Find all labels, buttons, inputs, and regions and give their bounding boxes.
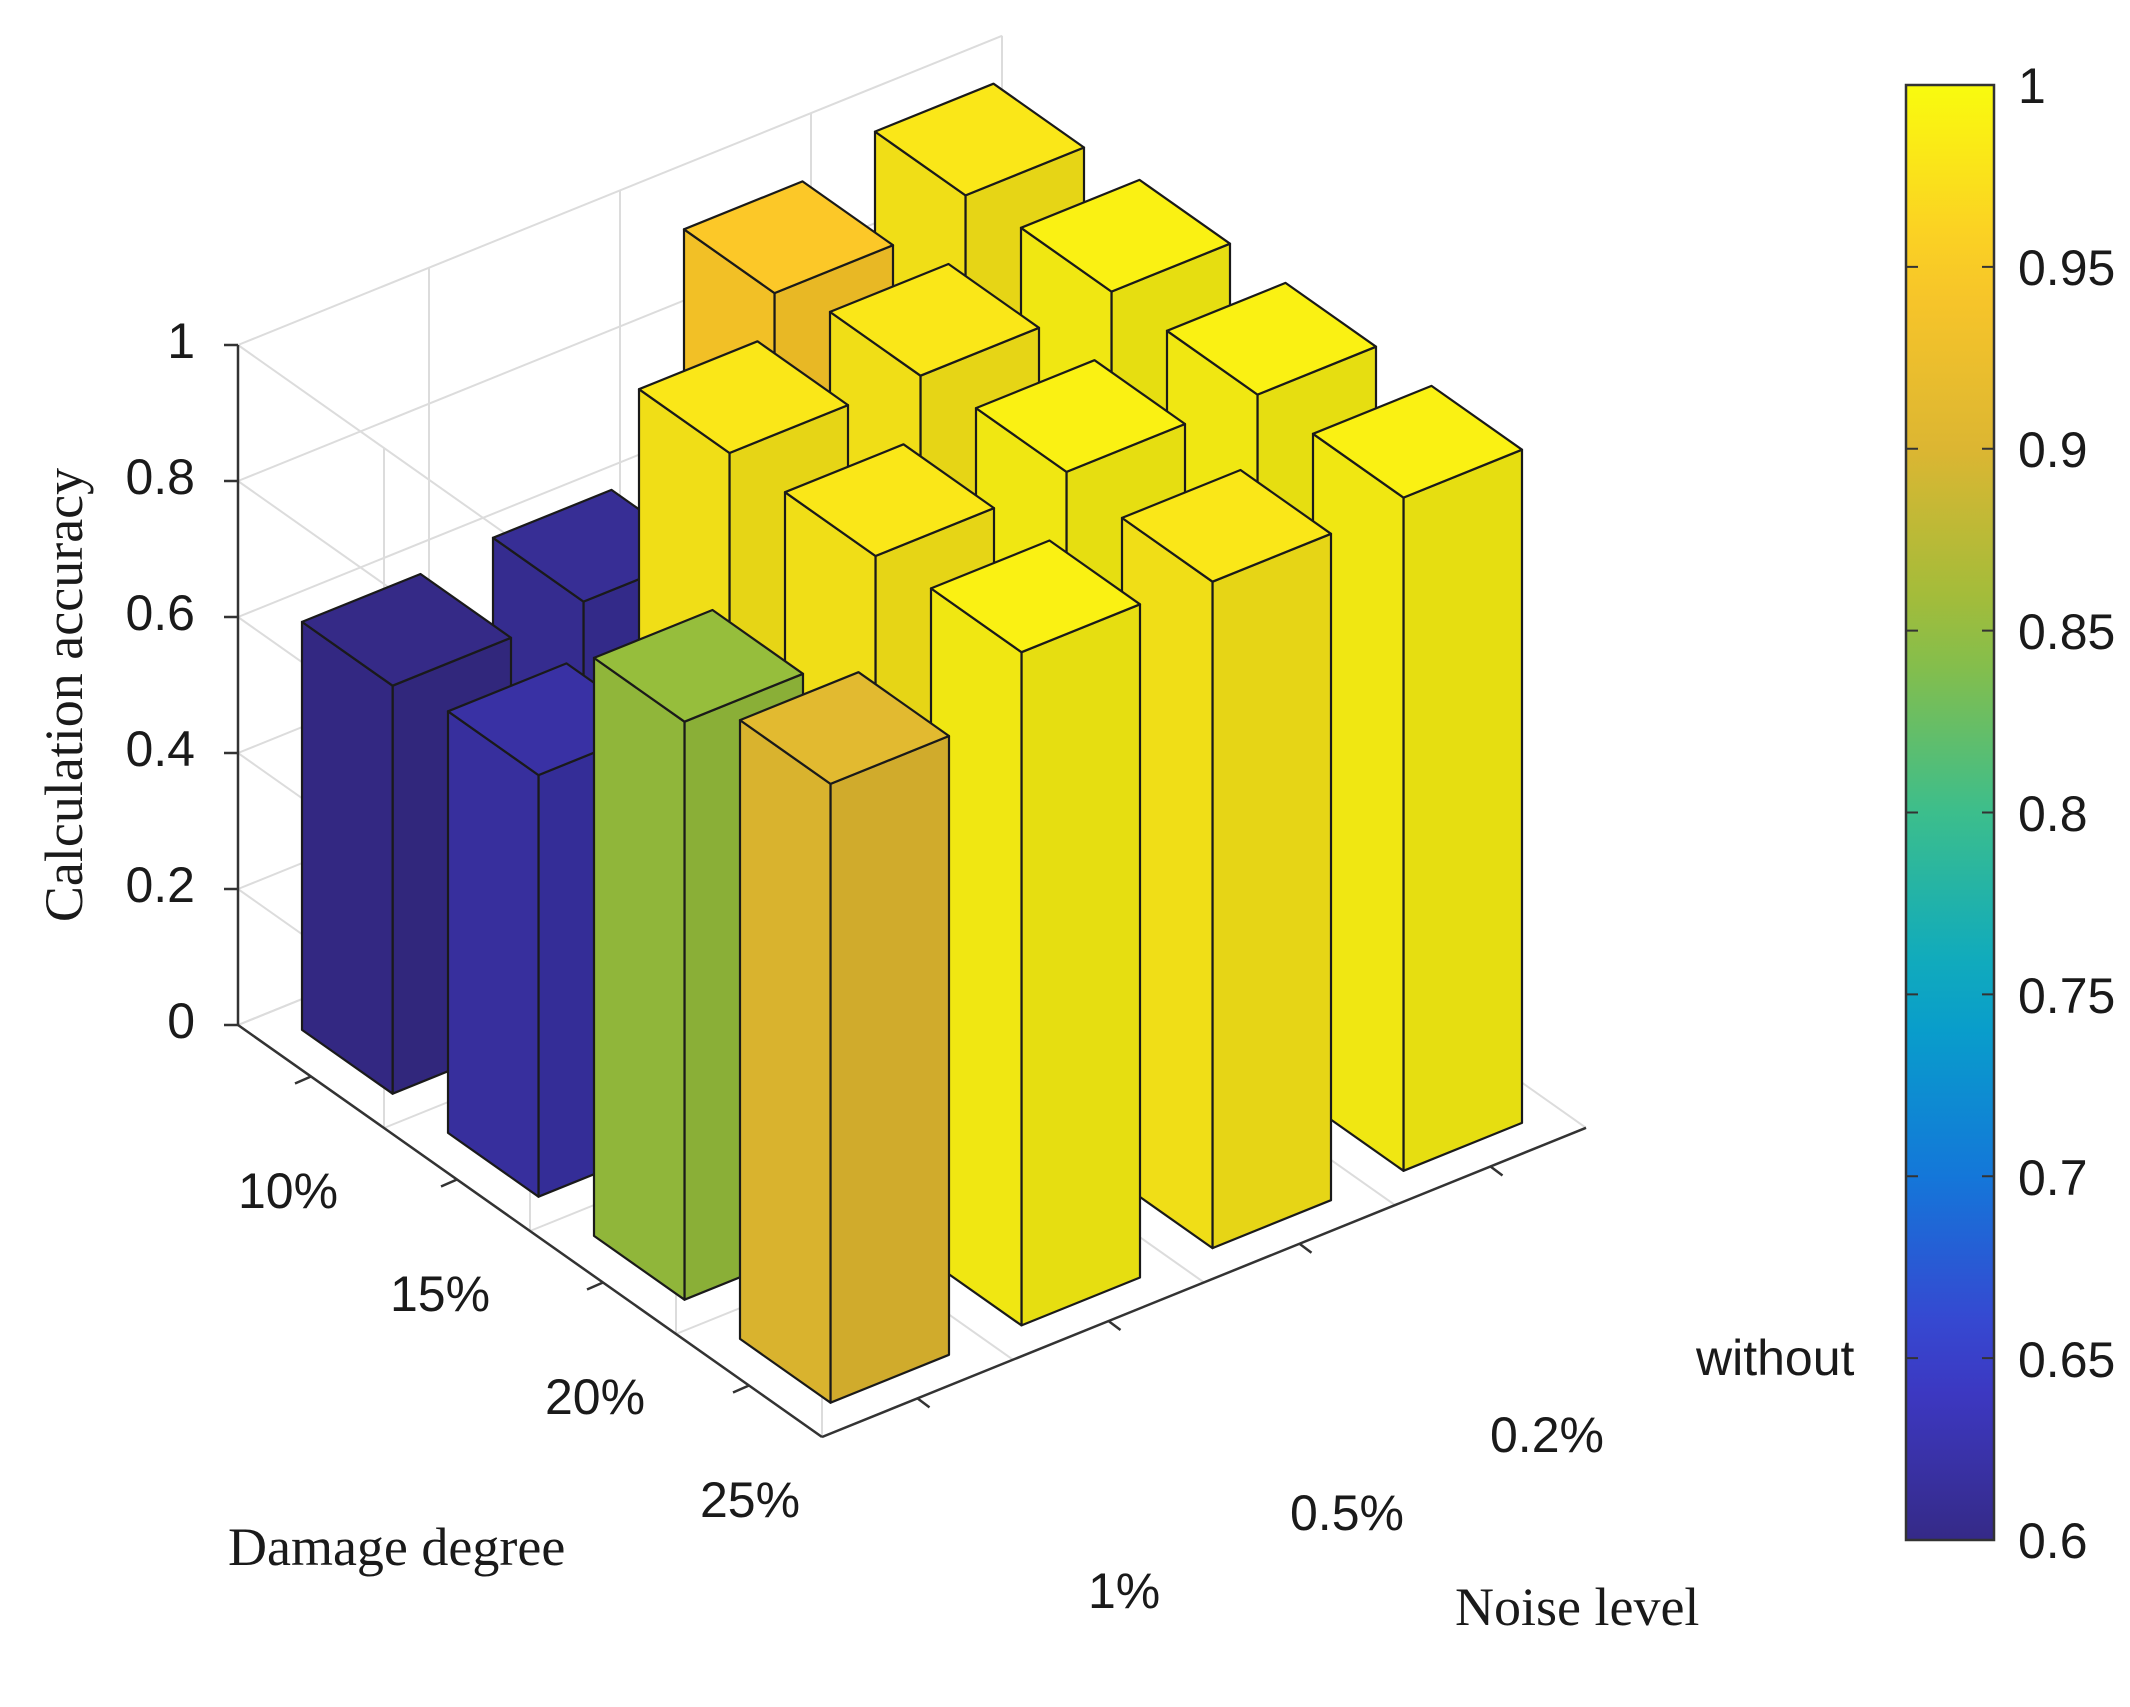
- bar-face-top: [738, 671, 951, 786]
- colorbar-gradient: [1904, 83, 1996, 1542]
- bar-face-side: [592, 656, 686, 1301]
- bar-damage-25%-noise-0.2%: [1120, 468, 1333, 1250]
- bar-face-top: [1120, 468, 1333, 583]
- damage-tick-label: 15%: [390, 1266, 490, 1322]
- z-ticks: 0 0.2 0.4 0.6 0.8 1: [125, 313, 195, 1049]
- noise-tick-label: 0.5%: [1290, 1485, 1404, 1541]
- colorbar-tick-label: 0.75: [2018, 968, 2115, 1024]
- noise-ticks: 1% 0.5% 0.2% without: [1088, 1330, 1855, 1619]
- damage-axis-line: [237, 1023, 823, 1439]
- damage-tick-mark: [294, 1075, 312, 1085]
- damage-tick-label: 25%: [700, 1472, 800, 1528]
- colorbar-tick-label: 0.8: [2018, 786, 2088, 842]
- noise-tick-mark: [1107, 1320, 1122, 1332]
- bar-face-front: [1020, 603, 1142, 1327]
- noise-tick-mark: [1298, 1242, 1313, 1254]
- bar-face-side: [446, 710, 540, 1198]
- z-tick-label: 0.8: [125, 449, 195, 505]
- colorbar-tick-label: 0.85: [2018, 604, 2115, 660]
- bar-face-top: [682, 180, 895, 295]
- z-tick-label: 0.2: [125, 857, 195, 913]
- noise-axis-label: Noise level: [1455, 1577, 1699, 1637]
- bar-face-top: [783, 443, 996, 558]
- colorbar-tick-label: 0.9: [2018, 422, 2088, 478]
- z-tick-label: 1: [167, 313, 195, 369]
- colorbar-tick-label: 1: [2018, 58, 2046, 114]
- bar-face-top: [637, 340, 850, 455]
- bar-damage-25%-noise-without: [1311, 384, 1524, 1172]
- noise-tick-label: 1%: [1088, 1563, 1160, 1619]
- z-tick-label: 0.4: [125, 721, 195, 777]
- noise-tick-label: without: [1695, 1330, 1855, 1386]
- colorbar-tick-label: 0.95: [2018, 240, 2115, 296]
- noise-tick-label: 0.2%: [1490, 1407, 1604, 1463]
- bar-face-front: [829, 734, 951, 1404]
- colorbar-tick-label: 0.6: [2018, 1513, 2088, 1569]
- bar-face-front: [1402, 448, 1524, 1172]
- z-axis-label: Calculation accuracy: [34, 468, 94, 922]
- bar-face-top: [974, 359, 1187, 473]
- bar-face-top: [828, 262, 1041, 377]
- bar-damage-25%-noise-0.5%: [929, 539, 1142, 1327]
- noise-tick-mark: [1489, 1165, 1504, 1177]
- bar-face-side: [738, 718, 832, 1404]
- bars: [300, 82, 1524, 1404]
- axes: [224, 343, 1587, 1439]
- damage-tick-mark: [440, 1178, 458, 1188]
- colorbar-tick-label: 0.65: [2018, 1332, 2115, 1388]
- colorbar: 0.6 0.65 0.7 0.75 0.8 0.85 0.9 0.95 1: [1904, 58, 2115, 1569]
- bar-face-top: [873, 82, 1086, 197]
- bar-face-top: [1311, 384, 1524, 499]
- z-tick-label: 0.6: [125, 585, 195, 641]
- bar-face-top: [1165, 281, 1378, 396]
- z-tick-label: 0: [167, 993, 195, 1049]
- bar-damage-25%-noise-1%: [738, 671, 951, 1404]
- bar-face-top: [300, 572, 513, 687]
- damage-ticks: 10% 15% 20% 25%: [238, 1163, 800, 1528]
- damage-axis-label: Damage degree: [228, 1517, 565, 1577]
- colorbar-tick-label: 0.7: [2018, 1150, 2088, 1206]
- damage-tick-mark: [732, 1384, 750, 1394]
- noise-axis-line: [821, 1126, 1587, 1439]
- bar-face-top: [1019, 178, 1232, 293]
- damage-tick-mark: [586, 1281, 604, 1291]
- noise-tick-mark: [916, 1397, 931, 1409]
- bar-face-front: [1211, 532, 1333, 1250]
- bar-face-top: [592, 608, 805, 723]
- bar-face-top: [929, 539, 1142, 654]
- damage-tick-label: 20%: [545, 1369, 645, 1425]
- damage-tick-label: 10%: [238, 1163, 338, 1219]
- bar-face-side: [300, 620, 394, 1095]
